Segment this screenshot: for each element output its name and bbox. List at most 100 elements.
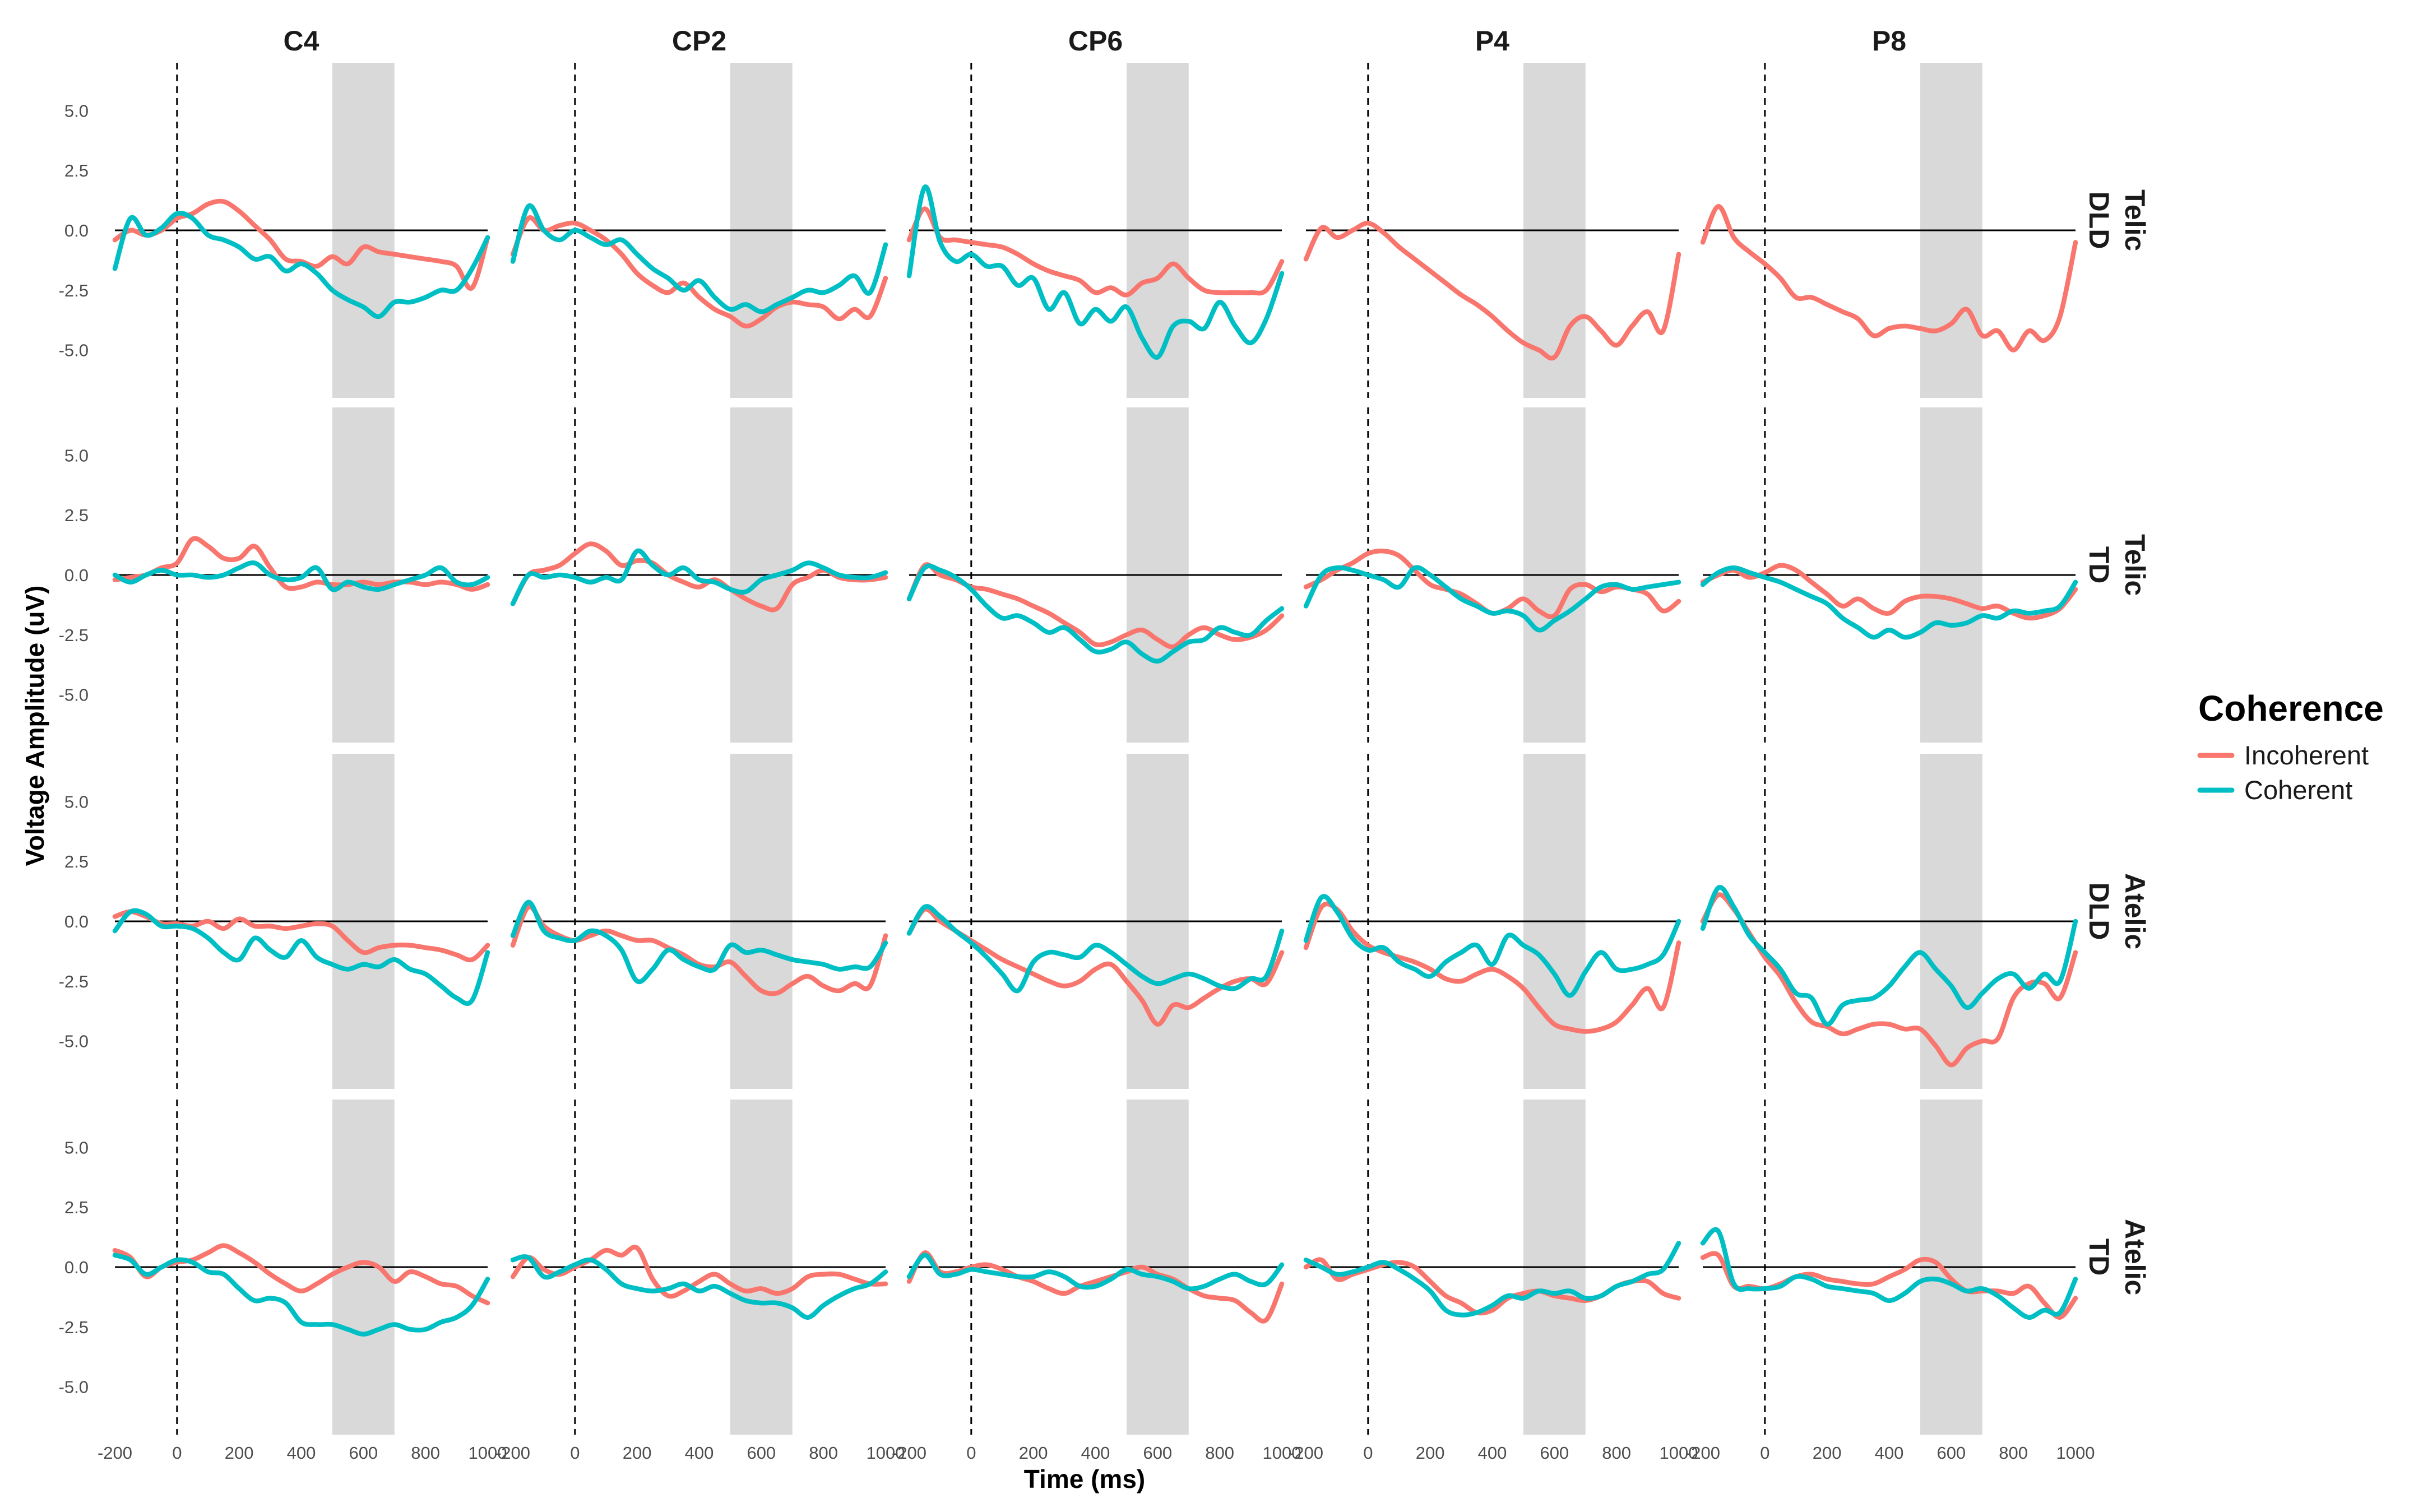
- strip-label-aspect: Telic: [2119, 189, 2151, 251]
- x-tick-label: 800: [1205, 1443, 1234, 1463]
- series-incoherent: [112, 198, 490, 291]
- series-coherent: [1303, 565, 1681, 633]
- x-tick-label: -200: [495, 1443, 530, 1463]
- series-coherent: [906, 563, 1285, 664]
- x-tick-label: -200: [98, 1443, 132, 1463]
- x-tick-label: 200: [225, 1443, 254, 1463]
- series-coherent: [1700, 884, 2078, 1027]
- strip-label-aspect: Telic: [2119, 534, 2151, 596]
- x-tick-label: 1000: [1263, 1443, 1301, 1463]
- y-tick-label: 2.5: [64, 161, 89, 180]
- series-incoherent: [906, 206, 1285, 298]
- strip-label-cp2: CP2: [672, 25, 726, 57]
- y-axis-title: Voltage Amplitude (uV): [20, 586, 49, 866]
- y-tick-label: 0.0: [64, 221, 89, 240]
- series-incoherent: [1700, 204, 2078, 353]
- axis-ticks: 5.0 2.5 0.0 -2.5 -5.0 5.0 2.5 0.0 -2.5 -5.0 5.0 2.5…: [59, 101, 2095, 1463]
- x-tick-label: 200: [623, 1443, 652, 1463]
- y-tick-label: 2.5: [64, 505, 89, 525]
- y-tick-label: 0.0: [64, 565, 89, 585]
- y-tick-label: -2.5: [59, 972, 89, 991]
- x-tick-label: 800: [1999, 1443, 2028, 1463]
- legend-label-incoherent: Incoherent: [2244, 740, 2369, 770]
- strip-label-group: TD: [2083, 1239, 2115, 1276]
- x-tick-label: -200: [1685, 1443, 1720, 1463]
- x-tick-label: 200: [1416, 1443, 1445, 1463]
- x-tick-label: 600: [1143, 1443, 1172, 1463]
- panel-cp6-telic-td: [906, 407, 1285, 743]
- series-coherent: [510, 548, 888, 606]
- strip-label-aspect: Atelic: [2119, 873, 2151, 949]
- x-tick-label: 800: [809, 1443, 838, 1463]
- panel-c4-telic-dld: [112, 63, 490, 398]
- series-incoherent: [112, 1243, 490, 1306]
- series-incoherent: [1303, 220, 1681, 361]
- x-tick-label: 400: [1875, 1443, 1904, 1463]
- y-tick-label: 5.0: [64, 446, 89, 465]
- x-tick-label: 600: [1937, 1443, 1966, 1463]
- series-incoherent: [906, 562, 1285, 650]
- panel-c4-atelic-dld: [112, 754, 490, 1089]
- panel-cp6-atelic-td: [906, 1100, 1285, 1435]
- series-incoherent: [1700, 1251, 2078, 1320]
- strip-label-c4: C4: [284, 25, 319, 57]
- panel-p4-atelic-td: [1303, 1100, 1681, 1435]
- legend-label-coherent: Coherent: [2244, 775, 2352, 805]
- x-tick-label: 1000: [867, 1443, 905, 1463]
- panel-p4-telic-td: [1303, 407, 1681, 743]
- panel-c4-atelic-td: [112, 1100, 490, 1435]
- panel-p8-telic-td: [1700, 407, 2078, 743]
- series-incoherent: [906, 907, 1285, 1027]
- panel-p4-telic-dld: [1303, 63, 1681, 398]
- legend: Coherence Incoherent Coherent: [2197, 688, 2384, 805]
- x-axis-title: Time (ms): [1024, 1464, 1145, 1494]
- y-tick-label: 5.0: [64, 1138, 89, 1157]
- series-incoherent: [510, 904, 888, 996]
- series-coherent: [906, 1253, 1285, 1292]
- y-tick-label: -5.0: [59, 1032, 89, 1051]
- legend-title: Coherence: [2198, 688, 2384, 729]
- panel-p8-atelic-dld: [1700, 754, 2078, 1089]
- x-tick-label: -200: [1289, 1443, 1323, 1463]
- x-tick-label: 1000: [469, 1443, 507, 1463]
- series-coherent: [510, 899, 888, 985]
- panel-p4-atelic-dld: [1303, 754, 1681, 1089]
- x-tick-label: 600: [349, 1443, 378, 1463]
- x-tick-label: 1000: [1660, 1443, 1698, 1463]
- series-coherent: [906, 904, 1285, 994]
- series-coherent: [1303, 1241, 1681, 1318]
- x-tick-label: 800: [411, 1443, 440, 1463]
- y-tick-label: -2.5: [59, 625, 89, 645]
- panel-cp2-telic-td: [510, 407, 888, 743]
- y-tick-label: 0.0: [64, 1258, 89, 1277]
- series-coherent: [510, 203, 888, 314]
- y-tick-label: -2.5: [59, 1318, 89, 1337]
- series-coherent: [1303, 894, 1681, 998]
- x-tick-label: 400: [685, 1443, 714, 1463]
- panel-p8-atelic-td: [1700, 1100, 2078, 1435]
- y-tick-label: 5.0: [64, 792, 89, 811]
- y-tick-label: -2.5: [59, 281, 89, 300]
- y-tick-label: 2.5: [64, 852, 89, 871]
- y-tick-label: -5.0: [59, 1378, 89, 1397]
- x-tick-label: -200: [892, 1443, 926, 1463]
- panel-cp2-telic-dld: [510, 63, 888, 398]
- panel-cp2-atelic-dld: [510, 754, 888, 1089]
- strip-label-group: DLD: [2083, 883, 2115, 940]
- series-incoherent: [1700, 892, 2078, 1068]
- x-tick-label: 400: [1478, 1443, 1507, 1463]
- series-coherent: [112, 211, 490, 319]
- panel-p8-telic-dld: [1700, 63, 2078, 398]
- x-tick-label: 400: [1081, 1443, 1110, 1463]
- series-coherent: [112, 908, 490, 1006]
- strip-label-group: TD: [2083, 546, 2115, 584]
- x-tick-label: 0: [966, 1443, 976, 1463]
- strip-label-p8: P8: [1872, 25, 1906, 57]
- x-tick-label: 600: [1540, 1443, 1569, 1463]
- x-tick-label: 400: [287, 1443, 316, 1463]
- strip-label-p4: P4: [1475, 25, 1509, 57]
- x-tick-label: 200: [1813, 1443, 1842, 1463]
- strip-label-aspect: Atelic: [2119, 1219, 2151, 1295]
- y-tick-label: 2.5: [64, 1198, 89, 1217]
